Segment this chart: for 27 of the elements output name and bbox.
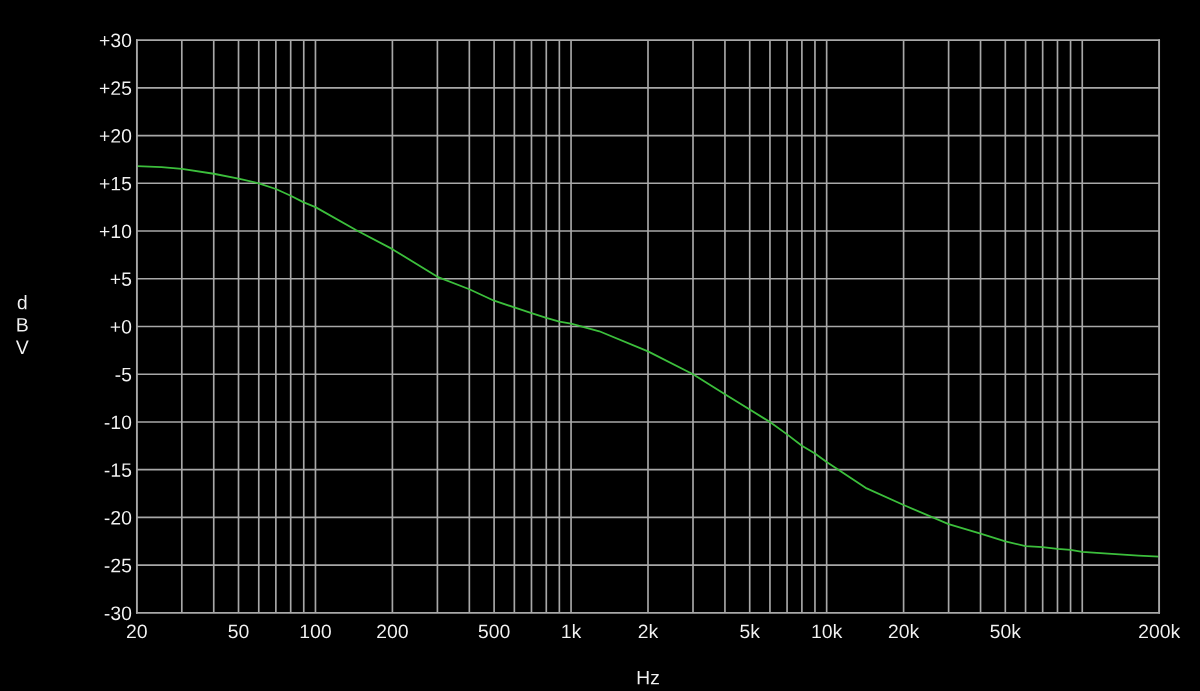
x-tick-label: 200 xyxy=(377,624,408,639)
x-tick-label: 20k xyxy=(888,624,920,639)
x-tick-label: 500 xyxy=(478,624,510,639)
y-tick-label: +15 xyxy=(99,176,132,191)
y-tick-label: +30 xyxy=(99,33,132,48)
x-tick-label: 50k xyxy=(990,624,1022,639)
y-axis-title: dBV xyxy=(15,295,29,354)
y-tick-label: -20 xyxy=(104,510,132,525)
x-tick-label: 50 xyxy=(228,624,249,639)
x-axis-title: Hz xyxy=(637,670,659,685)
y-tick-label: -5 xyxy=(115,367,132,382)
x-tick-label: 200k xyxy=(1139,624,1181,639)
x-tick-label: 100 xyxy=(300,624,331,639)
y-tick-label: +5 xyxy=(110,272,132,286)
x-tick-label: 20 xyxy=(126,624,147,639)
x-tick-label: 10k xyxy=(812,624,843,639)
y-tick-label: -10 xyxy=(104,415,132,430)
y-tick-label: -30 xyxy=(104,606,132,621)
x-tick-label: 1k xyxy=(562,624,582,639)
y-tick-label: +20 xyxy=(99,129,132,143)
x-tick-label: 5k xyxy=(740,624,761,639)
y-tick-label: +10 xyxy=(99,224,132,239)
x-tick-label: 2k xyxy=(638,624,659,639)
y-tick-label: -15 xyxy=(104,463,132,477)
y-tick-label: +0 xyxy=(110,319,132,334)
y-tick-label: +25 xyxy=(99,81,132,96)
y-tick-label: -25 xyxy=(104,558,132,573)
